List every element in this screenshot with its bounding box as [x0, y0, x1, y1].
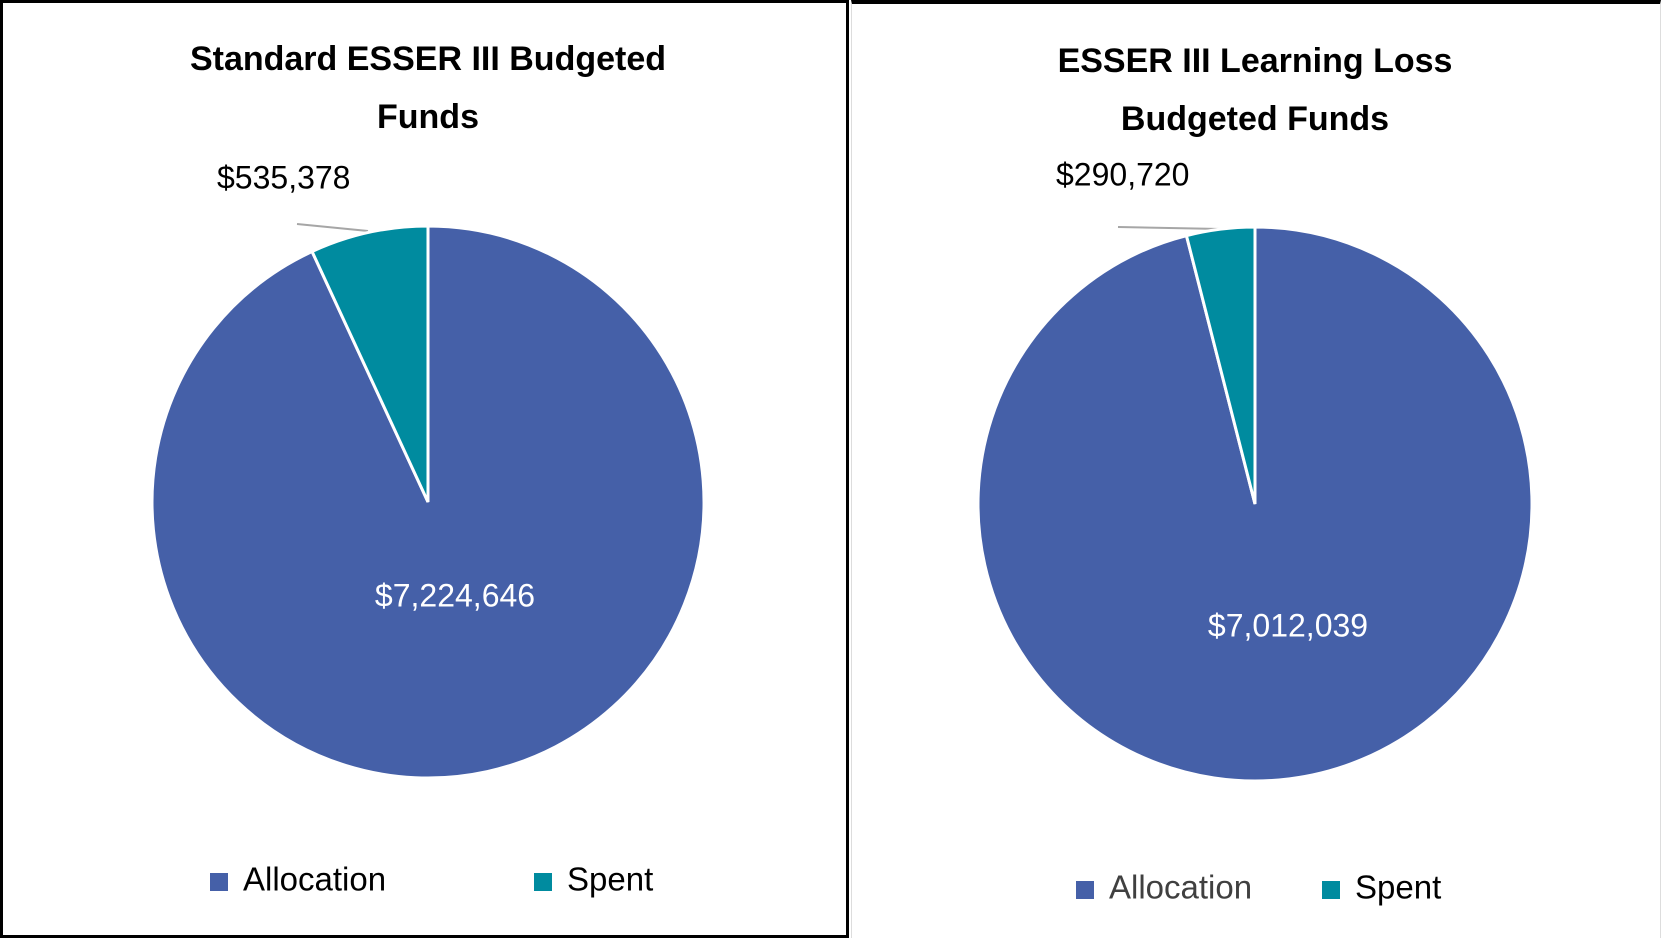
data-label: $535,378 [217, 159, 350, 195]
chart-title: ESSER III Learning Loss Budgeted Funds [1057, 42, 1453, 138]
data-label: $290,720 [1056, 156, 1189, 192]
legend-marker [210, 873, 228, 891]
legend-label: Allocation [243, 861, 386, 898]
data-label: $7,224,646 [375, 577, 535, 613]
chart-title: Standard ESSER III Budgeted Funds [189, 40, 667, 136]
legend-marker [1076, 881, 1094, 899]
pie-slice [1184, 225, 1257, 505]
legend-label: Allocation [1109, 869, 1252, 906]
legend-marker [534, 873, 552, 891]
leader-line [296, 223, 369, 232]
legend-label: Spent [567, 861, 653, 898]
chart-panel [0, 0, 849, 938]
leader-line [1117, 226, 1222, 230]
legend-label: Spent [1355, 869, 1441, 906]
data-label: $7,012,039 [1208, 607, 1368, 643]
legend-marker [1322, 881, 1340, 899]
pie-slice [310, 224, 430, 503]
